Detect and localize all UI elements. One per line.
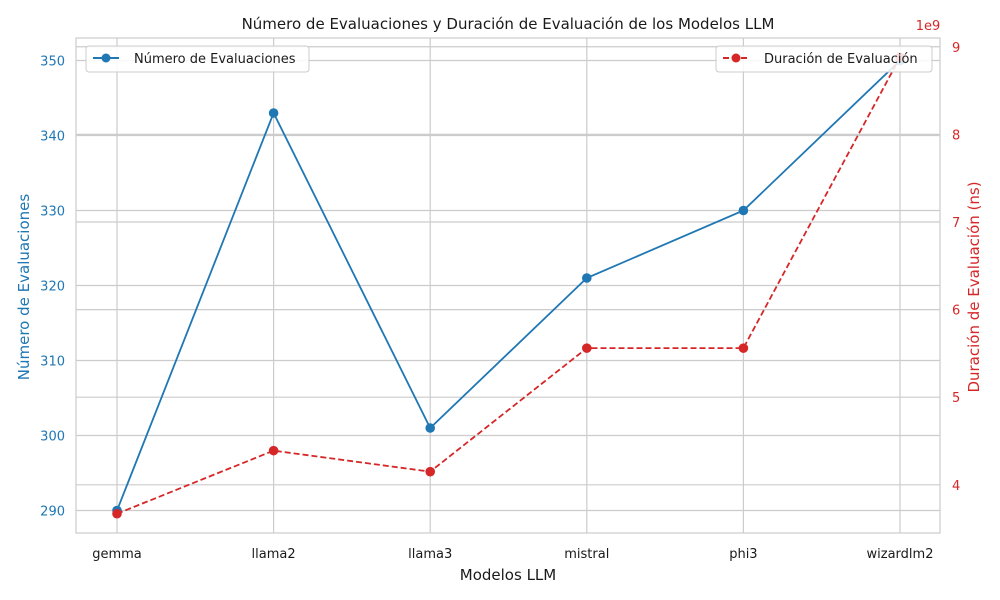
left-y-gridlines [76,59,940,512]
x-tick-labels: gemma llama2 llama3 mistral phi3 wizardlm2 [92,547,933,562]
x-tick-label: gemma [92,547,142,562]
x-axis-title: Modelos LLM [460,566,556,584]
data-point-evaluations [268,108,279,118]
left-y-tick-label: 320 [40,280,65,295]
legend-left-marker [101,53,111,63]
legend-right-label: Duración de Evaluación [764,52,918,67]
x-tick-label: wizardlm2 [867,547,934,562]
right-y-axis-title: Duración de Evaluación (ns) [965,181,983,392]
right-y-tick-label: 7 [952,216,960,231]
data-point-duration [112,508,122,519]
plot-frame [75,37,941,534]
left-y-tick-labels: 290 300 310 320 330 340 350 [40,55,65,520]
data-point-duration [268,445,279,456]
left-y-tick-label: 290 [40,505,65,520]
x-tick-label: mistral [564,547,609,562]
data-point-evaluations [582,273,592,283]
right-y-tick-label: 8 [952,128,960,143]
data-point-duration [425,466,436,477]
left-y-tick-label: 330 [40,205,65,220]
legend-right-marker [731,53,741,63]
series-line-evaluations [116,59,901,511]
x-tick-label: phi3 [729,547,757,562]
left-y-tick-label: 340 [40,130,65,145]
data-point-evaluations [425,423,436,433]
legend-left-label: Número de Evaluaciones [134,52,296,67]
chart-title: Número de Evaluaciones y Duración de Eva… [242,15,775,33]
right-y-tick-label: 5 [952,391,960,406]
legend-left: Número de Evaluaciones [85,45,310,73]
left-y-tick-label: 350 [40,55,65,70]
data-point-evaluations [738,205,749,216]
x-tick-label: llama2 [252,547,296,562]
data-point-duration [582,343,592,353]
right-y-tick-label: 9 [952,41,960,56]
right-axis-offset-label: 1e9 [916,19,941,34]
left-y-axis-title: Número de Evaluaciones [15,194,33,381]
right-y-tick-labels: 4 5 6 7 8 9 [952,41,960,494]
series-line-duration [116,56,901,515]
left-y-tick-label: 310 [40,355,65,370]
right-y-tick-label: 6 [952,304,960,319]
x-tick-label: llama3 [408,547,452,562]
legend-left-box [85,45,310,73]
legend-right-box [715,45,933,73]
data-point-duration [738,343,749,353]
left-y-tick-label: 300 [40,430,65,445]
right-y-tick-label: 4 [952,479,960,494]
legend-right: Duración de Evaluación [715,45,933,73]
